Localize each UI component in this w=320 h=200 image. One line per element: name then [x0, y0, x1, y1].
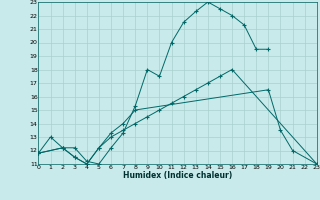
- X-axis label: Humidex (Indice chaleur): Humidex (Indice chaleur): [123, 171, 232, 180]
